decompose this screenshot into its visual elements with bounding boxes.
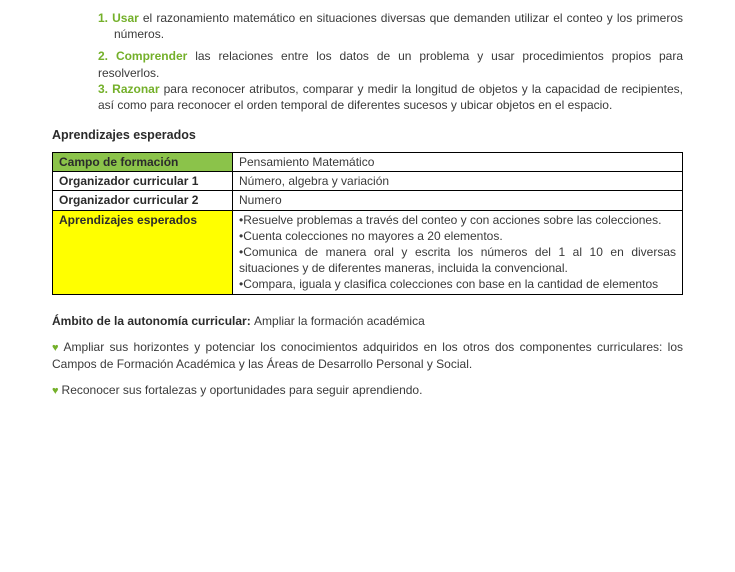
- list-item-text: Resuelve problemas a través del conteo y…: [243, 213, 661, 227]
- list-item-text: Compara, iguala y clasifica colecciones …: [243, 277, 658, 291]
- objective-item: 3. Razonar para reconocer atributos, com…: [52, 81, 683, 113]
- objective-item: 1. Usar el razonamiento matemático en si…: [52, 10, 683, 42]
- list-item: •Comunica de manera oral y escrita los n…: [239, 244, 676, 276]
- list-item: •Resuelve problemas a través del conteo …: [239, 212, 676, 228]
- list-item: •Cuenta colecciones no mayores a 20 elem…: [239, 228, 676, 244]
- ambito-subtitle: Ampliar la formación académica: [254, 314, 425, 328]
- objective-verb: Comprender: [116, 49, 187, 63]
- ambito-bullet: ♥Reconocer sus fortalezas y oportunidade…: [52, 382, 683, 399]
- objective-text: para reconocer atributos, comparar y med…: [98, 82, 683, 112]
- objective-num: 1.: [98, 11, 108, 25]
- list-item-text: Cuenta colecciones no mayores a 20 eleme…: [243, 229, 502, 243]
- ambito-title: Ámbito de la autonomía curricular:: [52, 314, 254, 328]
- table-value: Numero: [233, 191, 683, 210]
- heart-icon: ♥: [52, 385, 59, 397]
- aprendizajes-table: Campo de formación Pensamiento Matemátic…: [52, 152, 683, 295]
- list-item-text: Comunica de manera oral y escrita los nú…: [239, 245, 676, 275]
- table-row: Organizador curricular 1 Número, algebra…: [53, 172, 683, 191]
- table-label: Organizador curricular 1: [53, 172, 233, 191]
- objective-num: 3.: [98, 82, 108, 96]
- table-label: Campo de formación: [53, 153, 233, 172]
- objective-text: el razonamiento matemático en situacione…: [114, 11, 683, 41]
- table-row: Campo de formación Pensamiento Matemátic…: [53, 153, 683, 172]
- table-value: Número, algebra y variación: [233, 172, 683, 191]
- ambito-heading: Ámbito de la autonomía curricular: Ampli…: [52, 313, 683, 329]
- aprendizajes-label: Aprendizajes esperados: [53, 210, 233, 294]
- objective-item: 2. Comprender las relaciones entre los d…: [52, 48, 683, 80]
- objective-verb: Razonar: [112, 82, 159, 96]
- table-label: Organizador curricular 2: [53, 191, 233, 210]
- table-row: Organizador curricular 2 Numero: [53, 191, 683, 210]
- aprendizajes-cell: •Resuelve problemas a través del conteo …: [233, 210, 683, 294]
- ambito-bullet-text: Ampliar sus horizontes y potenciar los c…: [52, 340, 683, 371]
- aprendizajes-title: Aprendizajes esperados: [52, 127, 683, 144]
- ambito-bullet: ♥Ampliar sus horizontes y potenciar los …: [52, 339, 683, 372]
- heart-icon: ♥: [52, 342, 61, 354]
- objectives-list: 1. Usar el razonamiento matemático en si…: [52, 10, 683, 113]
- ambito-bullet-text: Reconocer sus fortalezas y oportunidades…: [62, 383, 423, 397]
- objective-verb: Usar: [112, 11, 139, 25]
- list-item: •Compara, iguala y clasifica colecciones…: [239, 276, 676, 292]
- table-row: Aprendizajes esperados •Resuelve problem…: [53, 210, 683, 294]
- objective-num: 2.: [98, 49, 108, 63]
- table-value: Pensamiento Matemático: [233, 153, 683, 172]
